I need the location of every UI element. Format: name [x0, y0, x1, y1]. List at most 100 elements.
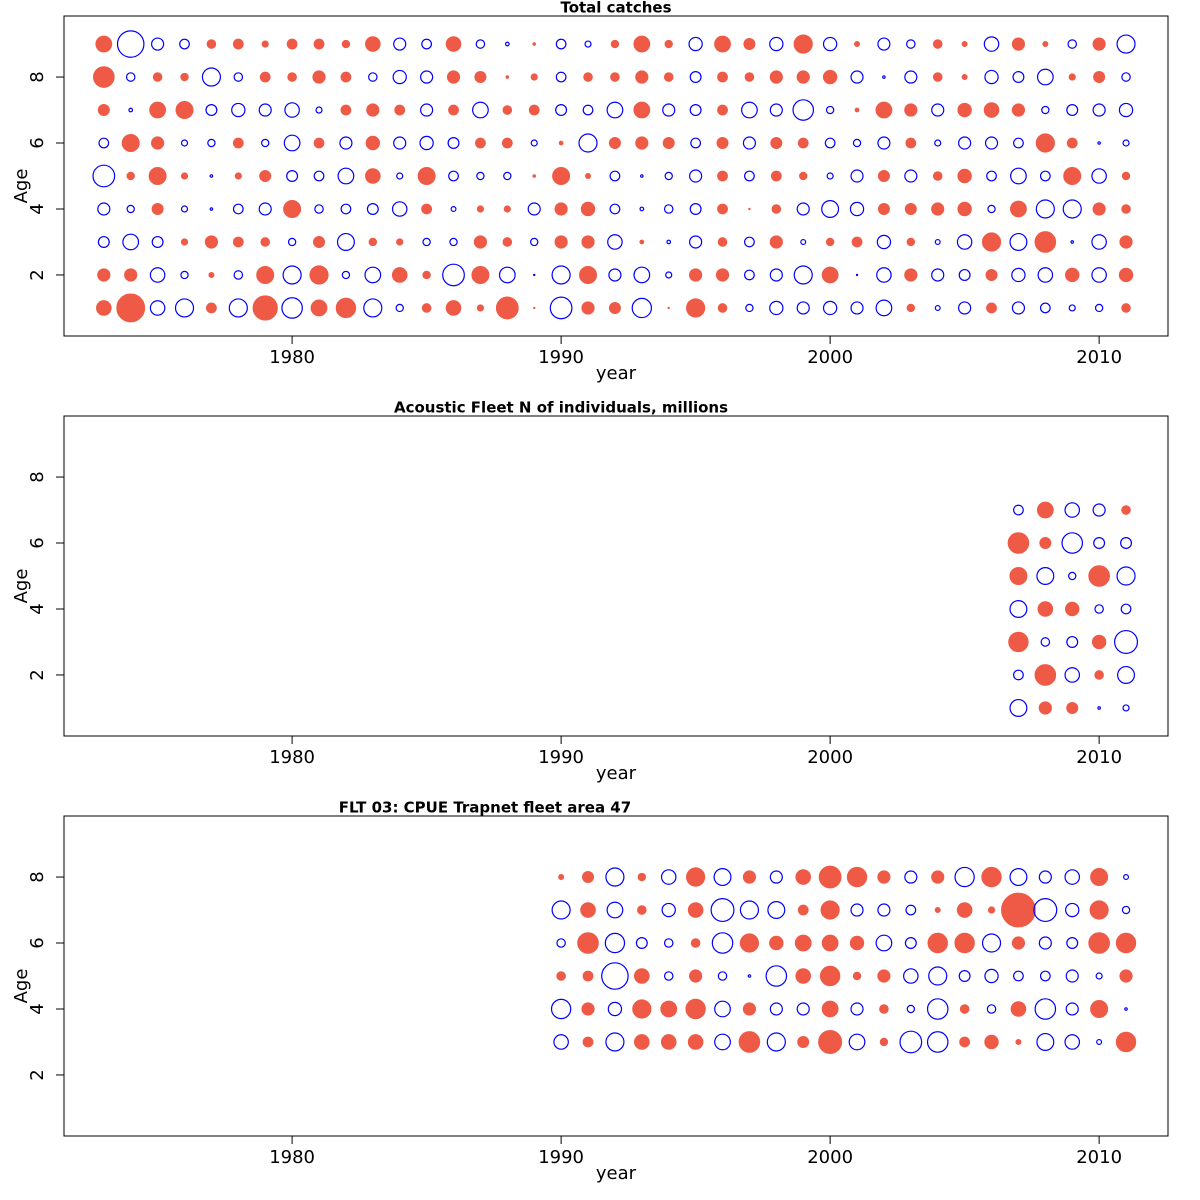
- bubble: [608, 268, 622, 282]
- bubble: [1093, 537, 1106, 550]
- bubble: [1039, 170, 1051, 182]
- bubble: [926, 1031, 949, 1053]
- y-tick-label: 6: [27, 937, 48, 948]
- bubble: [1124, 1007, 1128, 1011]
- bubble: [985, 268, 998, 281]
- bubble: [849, 935, 865, 951]
- bubble: [1065, 902, 1080, 918]
- bubble: [252, 295, 278, 321]
- bubble: [450, 205, 457, 212]
- bubble: [961, 41, 968, 48]
- bubble: [313, 38, 325, 50]
- bubble: [1121, 171, 1131, 181]
- bubble: [877, 37, 891, 51]
- bubble: [1123, 874, 1130, 881]
- bubble: [686, 298, 706, 318]
- bubble: [825, 237, 835, 247]
- bubble: [502, 105, 513, 115]
- bubble: [634, 968, 650, 984]
- bubble: [232, 38, 244, 50]
- bubble: [986, 302, 997, 314]
- bubble: [744, 72, 755, 82]
- bubble: [795, 869, 812, 885]
- x-axis-label: year: [596, 1163, 637, 1184]
- x-tick-label: 1990: [538, 747, 584, 768]
- bubble: [201, 67, 222, 87]
- bubble: [281, 297, 303, 319]
- bubble: [286, 38, 298, 50]
- bubble: [717, 170, 728, 182]
- bubble: [259, 170, 272, 183]
- bubble: [739, 933, 760, 953]
- bubble: [1036, 68, 1054, 86]
- bubble: [1013, 504, 1024, 516]
- y-tick-label: 4: [27, 1003, 48, 1014]
- bubble: [256, 265, 275, 284]
- bubble: [767, 901, 786, 920]
- bubble: [934, 907, 941, 914]
- bubble: [580, 201, 596, 217]
- bubble: [395, 303, 404, 313]
- bubble: [1122, 139, 1130, 147]
- y-tick-label: 8: [27, 471, 48, 482]
- bubble: [958, 301, 972, 315]
- x-tick-label: 2010: [1076, 747, 1122, 768]
- bubble: [1116, 34, 1136, 54]
- bubble: [1041, 105, 1050, 115]
- bubble: [822, 36, 838, 52]
- bubble: [505, 75, 510, 79]
- bubble: [1037, 267, 1054, 283]
- bubble: [581, 1002, 595, 1016]
- bubble: [1121, 505, 1131, 515]
- bubble: [205, 104, 218, 117]
- bubble: [771, 204, 782, 214]
- bubble: [748, 207, 751, 211]
- bubble: [934, 238, 941, 245]
- bubble: [961, 74, 968, 81]
- bubble: [365, 36, 381, 52]
- y-tick-label: 8: [27, 71, 48, 82]
- bubble: [1001, 892, 1036, 928]
- bubble: [821, 266, 839, 284]
- bubble: [1015, 1038, 1022, 1045]
- bubble: [475, 137, 486, 149]
- bubble: [1120, 603, 1132, 615]
- bubble: [1013, 970, 1024, 982]
- bubble: [97, 202, 111, 216]
- bubble: [1090, 999, 1109, 1018]
- bubble: [504, 41, 510, 47]
- bubble: [366, 202, 379, 215]
- bubble: [364, 266, 382, 284]
- bubble: [421, 38, 433, 50]
- bubble: [605, 1032, 625, 1052]
- bubble: [689, 202, 702, 215]
- bubble: [581, 301, 595, 315]
- bubble: [421, 303, 432, 313]
- bubble: [396, 172, 404, 180]
- bubble: [1119, 969, 1133, 983]
- bubble: [580, 902, 596, 918]
- bubble: [850, 301, 864, 315]
- bubble: [606, 901, 624, 919]
- bubble: [987, 906, 996, 914]
- bubble: [1039, 970, 1051, 982]
- bubble: [1011, 37, 1026, 51]
- bubble: [475, 39, 486, 49]
- bubble: [551, 900, 571, 920]
- bubble: [689, 969, 703, 983]
- bubble: [261, 138, 270, 148]
- bubble: [1064, 869, 1081, 885]
- bubble: [904, 70, 918, 84]
- bubble: [1117, 665, 1136, 684]
- bubble: [1091, 234, 1107, 250]
- x-tick-label: 1980: [269, 1147, 315, 1168]
- bubble: [1121, 72, 1131, 82]
- bubble: [663, 971, 674, 981]
- bubble: [579, 265, 598, 284]
- bubble: [717, 203, 728, 215]
- bubble: [934, 139, 942, 147]
- bubble: [931, 202, 945, 216]
- bubble: [180, 238, 189, 246]
- bubble: [179, 38, 190, 50]
- bubble: [739, 900, 760, 920]
